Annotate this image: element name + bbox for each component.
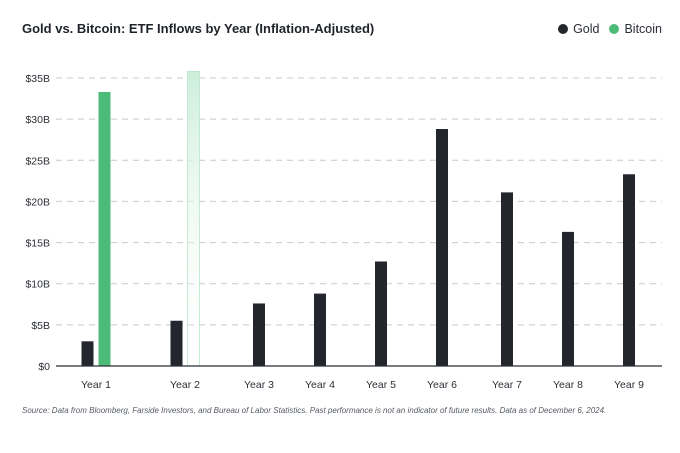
bar-gold-9 — [623, 174, 635, 366]
legend-item-gold: Gold — [558, 22, 599, 36]
y-tick-label: $10B — [25, 279, 50, 291]
bar-gold-3 — [253, 303, 265, 366]
x-tick-label: Year 2 — [170, 379, 200, 391]
x-tick-label: Year 6 — [427, 379, 457, 391]
y-tick-label: $15B — [25, 238, 50, 250]
y-tick-label: $0 — [38, 361, 50, 373]
x-axis-ticks: Year 1 Year 2 Year 3 Year 4 Year 5 Year 6 Year… — [81, 379, 644, 391]
y-tick-label: $20B — [25, 196, 50, 208]
bar-gold-2 — [170, 320, 183, 366]
x-tick-label: Year 8 — [553, 379, 583, 391]
y-tick-label: $35B — [25, 73, 50, 85]
bar-gold-6 — [436, 129, 448, 366]
bar-gold-5 — [375, 261, 387, 366]
grid-lines — [56, 77, 662, 326]
bar-gold-7 — [501, 192, 513, 366]
legend-label-bitcoin: Bitcoin — [624, 22, 662, 36]
legend-label-gold: Gold — [573, 22, 600, 36]
legend-swatch-gold — [558, 24, 569, 34]
x-tick-label: Year 7 — [492, 379, 522, 391]
bar-gold-4 — [314, 293, 326, 366]
bars — [81, 71, 635, 367]
x-tick-label: Year 9 — [614, 379, 644, 391]
legend-swatch-bitcoin — [609, 24, 620, 34]
bar-gold-1 — [81, 341, 94, 366]
chart-title: Gold vs. Bitcoin: ETF Inflows by Year (I… — [22, 21, 375, 36]
x-tick-label: Year 3 — [244, 379, 274, 391]
bar-gold-8 — [562, 231, 574, 366]
y-tick-label: $30B — [25, 114, 50, 126]
y-tick-label: $5B — [31, 320, 50, 332]
bar-bitcoin-1 — [98, 91, 111, 366]
y-axis-ticks: $0 $5B $10B $15B $20B $25B $30B $35B — [25, 73, 50, 373]
bar-bitcoin-2 — [187, 71, 200, 367]
x-tick-label: Year 5 — [366, 379, 396, 391]
chart-legend: Gold Bitcoin — [558, 22, 662, 36]
y-tick-label: $25B — [25, 155, 50, 167]
legend-item-bitcoin: Bitcoin — [609, 22, 662, 36]
x-tick-label: Year 4 — [305, 379, 335, 391]
source-note: Source: Data from Bloomberg, Farside Inv… — [22, 406, 607, 415]
x-tick-label: Year 1 — [81, 379, 111, 391]
